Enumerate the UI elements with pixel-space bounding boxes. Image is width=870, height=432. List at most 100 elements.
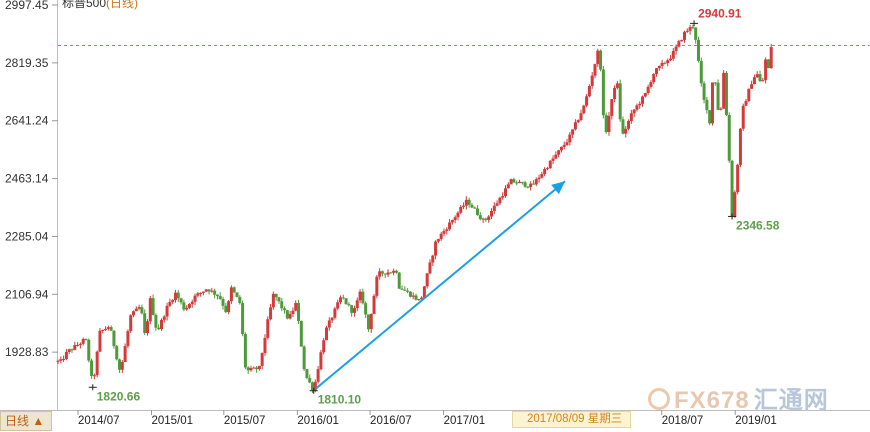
coin-logo-icon bbox=[648, 388, 670, 410]
candle-body-62 bbox=[229, 287, 233, 302]
candle-body-106 bbox=[352, 308, 356, 313]
candle-body-131 bbox=[422, 286, 426, 298]
candle-body-204 bbox=[627, 121, 631, 129]
x-tick-label-6: 2018/07 bbox=[662, 415, 704, 427]
x-tick-label-4: 2016/07 bbox=[370, 415, 412, 427]
candle-body-224 bbox=[682, 31, 686, 40]
candle-body-96 bbox=[324, 327, 328, 341]
candle-body-83 bbox=[288, 313, 292, 319]
candle-body-90 bbox=[308, 378, 312, 383]
candle-body-35 bbox=[154, 315, 158, 328]
candle-body-3 bbox=[64, 351, 68, 359]
candle-body-111 bbox=[366, 314, 370, 330]
candle-body-197 bbox=[607, 115, 611, 133]
candle-body-148 bbox=[470, 204, 474, 208]
candle-body-5 bbox=[70, 349, 74, 351]
candle-body-6 bbox=[73, 345, 77, 350]
candle-body-110 bbox=[364, 303, 368, 315]
candle-body-57 bbox=[215, 294, 219, 297]
candle-body-102 bbox=[341, 297, 345, 299]
candle-body-115 bbox=[378, 271, 382, 277]
candle-body-58 bbox=[218, 296, 222, 299]
candle-body-154 bbox=[487, 216, 491, 220]
candle-body-194 bbox=[599, 50, 603, 70]
candle-body-242 bbox=[733, 192, 737, 217]
candle-body-12 bbox=[90, 360, 94, 376]
candle-body-187 bbox=[579, 113, 583, 121]
y-tick-label-3: 2463.14 bbox=[5, 172, 49, 186]
candle-body-206 bbox=[632, 109, 636, 114]
x-axis: 2014/07 2015/01 2015/07 2016/01 2016/07 2017/… bbox=[77, 410, 777, 427]
candle-body-171 bbox=[534, 179, 538, 185]
candle-body-11 bbox=[87, 339, 91, 361]
candle-body-55 bbox=[210, 290, 214, 292]
candle-body-63 bbox=[232, 287, 236, 293]
candle-body-245 bbox=[741, 105, 745, 129]
candle-body-46 bbox=[185, 307, 189, 310]
candle-body-72 bbox=[257, 365, 261, 370]
candle-body-239 bbox=[724, 72, 728, 115]
candle-body-183 bbox=[568, 134, 572, 143]
y-tick-label-1: 2819.35 bbox=[5, 56, 49, 70]
candle-body-24 bbox=[123, 346, 127, 363]
candle-body-192 bbox=[593, 64, 597, 76]
candle-body-140 bbox=[448, 222, 452, 230]
candle-body-105 bbox=[350, 305, 354, 313]
y-tick-label-2: 2641.24 bbox=[5, 114, 49, 128]
candle-body-146 bbox=[464, 199, 468, 206]
candle-body-34 bbox=[151, 298, 155, 316]
candle-body-31 bbox=[143, 313, 147, 334]
candle-body-84 bbox=[291, 310, 295, 314]
candle-body-40 bbox=[168, 301, 172, 306]
candle-body-59 bbox=[221, 298, 225, 306]
candle-body-225 bbox=[685, 30, 689, 32]
candle-body-19 bbox=[109, 327, 113, 331]
candle-body-125 bbox=[406, 290, 410, 292]
candle-body-165 bbox=[517, 181, 521, 184]
candle-body-200 bbox=[615, 83, 619, 88]
candle-body-85 bbox=[294, 302, 298, 311]
candle-body-231 bbox=[702, 83, 706, 100]
candle-body-230 bbox=[699, 60, 703, 84]
candle-body-56 bbox=[213, 290, 217, 295]
candle-body-152 bbox=[481, 218, 485, 220]
y-axis: 2997.45 2819.35 2641.24 2463.14 2285.04 2106.… bbox=[5, 0, 58, 359]
price-candles bbox=[56, 24, 773, 394]
candle-body-158 bbox=[498, 197, 502, 204]
candle-body-219 bbox=[669, 58, 673, 61]
candle-body-163 bbox=[512, 179, 516, 183]
candle-body-221 bbox=[674, 46, 678, 51]
fx678-logo: FX678 汇通网 bbox=[648, 380, 829, 415]
logo-cn: 汇通网 bbox=[753, 387, 829, 414]
candle-body-169 bbox=[529, 183, 533, 188]
candle-body-254 bbox=[766, 59, 770, 69]
candle-body-160 bbox=[503, 188, 507, 197]
candle-body-66 bbox=[241, 303, 245, 334]
candle-body-70 bbox=[252, 367, 256, 369]
period-toggle-button[interactable]: 日线 ▲ bbox=[0, 411, 52, 431]
candle-body-157 bbox=[495, 203, 499, 206]
candle-body-53 bbox=[204, 289, 208, 292]
candle-body-77 bbox=[271, 293, 275, 308]
candle-body-153 bbox=[484, 218, 488, 220]
candle-body-14 bbox=[95, 351, 99, 376]
candle-body-213 bbox=[652, 73, 656, 83]
candle-body-223 bbox=[680, 39, 684, 42]
candle-body-95 bbox=[322, 340, 326, 353]
trend-arrow bbox=[315, 180, 566, 390]
candle-body-161 bbox=[506, 184, 510, 189]
candle-body-91 bbox=[311, 382, 315, 391]
candle-body-104 bbox=[347, 304, 351, 306]
candle-body-0 bbox=[56, 360, 60, 362]
candle-body-234 bbox=[710, 82, 714, 124]
x-tick-label-5: 2017/01 bbox=[444, 415, 486, 427]
candle-body-244 bbox=[738, 128, 742, 165]
candle-body-120 bbox=[392, 270, 396, 273]
candle-body-99 bbox=[333, 308, 337, 318]
candle-body-184 bbox=[571, 129, 575, 135]
candle-body-88 bbox=[302, 346, 306, 370]
candle-body-86 bbox=[297, 302, 301, 322]
candle-body-168 bbox=[526, 186, 530, 188]
candle-body-193 bbox=[596, 50, 600, 65]
